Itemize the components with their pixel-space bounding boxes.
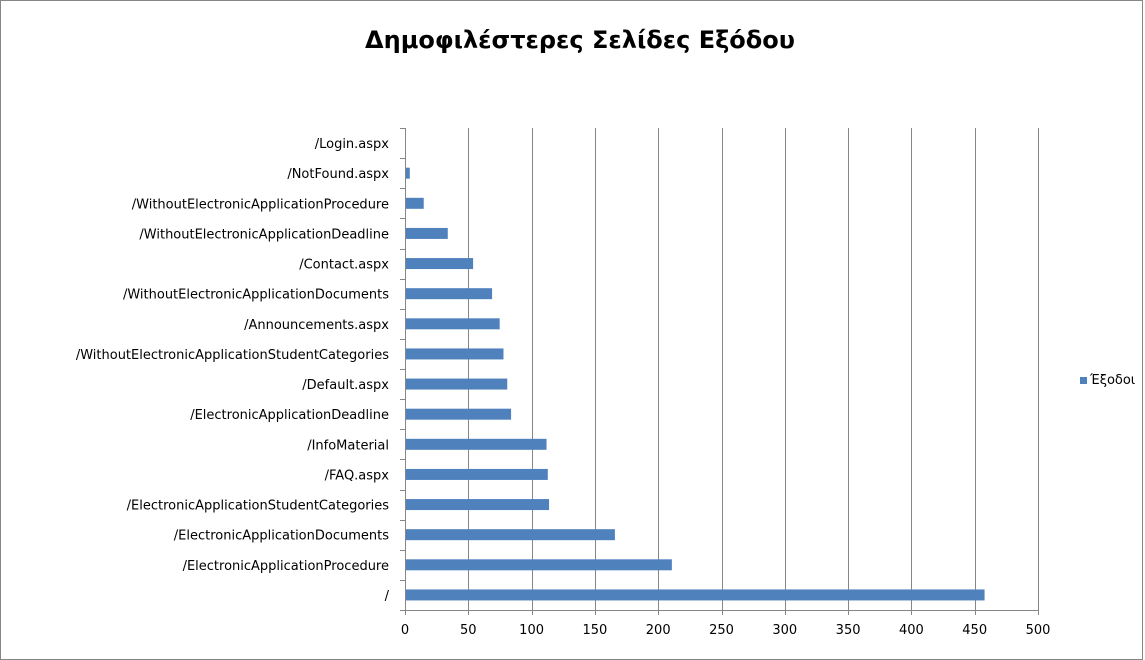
x-tick-label: 0 (401, 623, 409, 638)
bar (406, 499, 550, 511)
y-category-label: /Default.aspx (302, 378, 389, 393)
bar (406, 227, 448, 239)
x-tick-label: 350 (836, 623, 861, 638)
x-tick-label: 50 (460, 623, 477, 638)
y-category-label: /ElectronicApplicationProcedure (183, 559, 389, 574)
bar (406, 378, 508, 390)
bar (406, 348, 504, 360)
y-category-label: /ElectronicApplicationDocuments (174, 529, 389, 544)
legend-swatch (1080, 377, 1087, 384)
y-category-label: /ElectronicApplicationStudentCategories (127, 499, 390, 514)
y-category-label: /ElectronicApplicationDeadline (190, 408, 389, 423)
y-category-label: /Contact.aspx (299, 258, 389, 273)
y-category-label: /Login.aspx (315, 137, 390, 152)
bar (406, 559, 672, 571)
bar (406, 529, 615, 541)
bar (406, 258, 474, 270)
y-category-label: /NotFound.aspx (287, 167, 389, 182)
y-category-label: /FAQ.aspx (325, 468, 390, 483)
y-category-label: /WithoutElectronicApplicationDocuments (123, 288, 389, 303)
bar (406, 167, 410, 179)
bar (406, 197, 424, 209)
bar (406, 438, 547, 450)
x-tick-label: 450 (962, 623, 987, 638)
bar (406, 318, 500, 330)
y-category-label: /WithoutElectronicApplicationProcedure (132, 197, 389, 212)
y-category-label: /InfoMaterial (307, 438, 389, 453)
y-category-label: /WithoutElectronicApplicationDeadline (139, 227, 389, 242)
x-tick-label: 200 (646, 623, 671, 638)
x-tick-label: 400 (899, 623, 924, 638)
y-category-label: / (385, 589, 390, 604)
x-tick-label: 100 (519, 623, 544, 638)
bar (406, 288, 493, 300)
y-category-label: /Announcements.aspx (244, 318, 389, 333)
x-tick-label: 500 (1026, 623, 1051, 638)
legend-label: Έξοδοι (1090, 373, 1136, 388)
bar (406, 468, 548, 480)
bar (406, 408, 512, 420)
x-tick-label: 150 (582, 623, 607, 638)
bar (406, 589, 985, 601)
x-tick-label: 300 (772, 623, 797, 638)
chart-title: Δημοφιλέστερες Σελίδες Εξόδου (365, 26, 795, 54)
legend: Έξοδοι (1080, 373, 1135, 388)
y-category-label: /WithoutElectronicApplicationStudentCate… (76, 348, 389, 363)
x-tick-label: 250 (709, 623, 734, 638)
